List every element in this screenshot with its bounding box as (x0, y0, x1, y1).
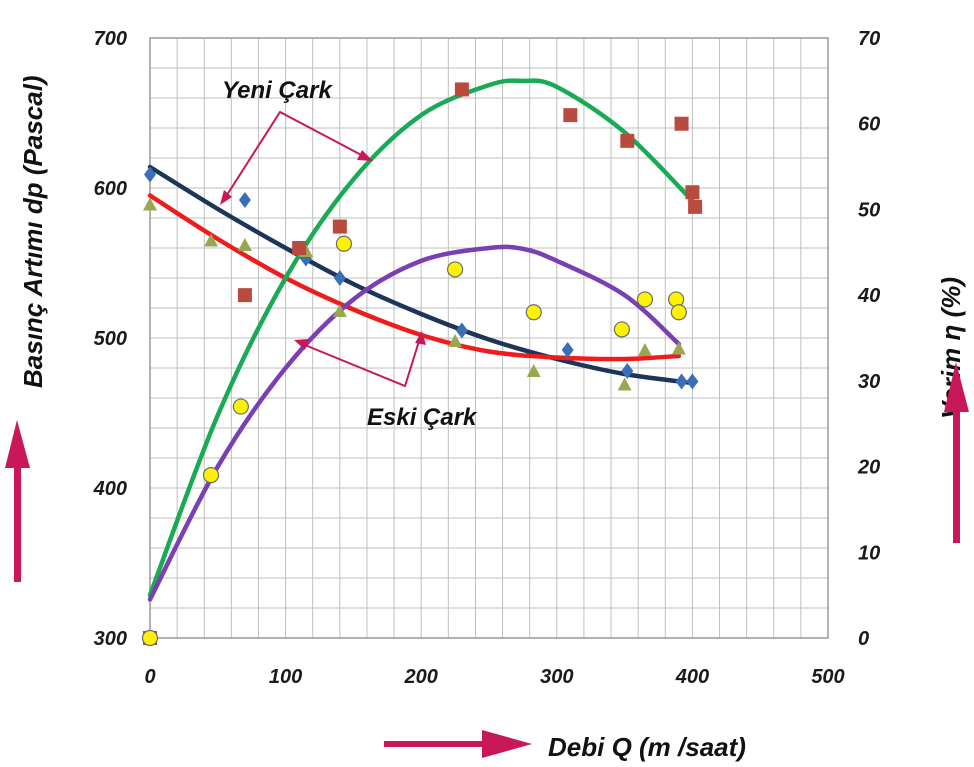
data-point-square (620, 133, 635, 148)
data-point-square (688, 199, 703, 214)
annotation-eski-cark: Eski Çark (367, 404, 478, 431)
y-right-direction-arrow-icon (944, 362, 969, 543)
y-left-tick-label: 300 (94, 628, 127, 650)
y-left-tick-label: 400 (93, 478, 127, 500)
data-point-diamond (675, 373, 688, 390)
data-point-triangle (237, 238, 252, 251)
data-point-triangle (671, 341, 686, 355)
y-left-tick-label: 600 (94, 178, 127, 200)
x-axis-title: Debi Q (m /saat) (548, 732, 746, 762)
data-point-circle (447, 261, 464, 278)
y-right-tick-label: 50 (858, 199, 880, 221)
x-tick-label: 200 (404, 666, 438, 688)
plot-frame (149, 37, 829, 639)
fitted-curve (147, 244, 682, 602)
data-point-diamond (621, 363, 634, 379)
y-right-tick-labels: 0 10 20 30 40 50 60 70 (857, 28, 880, 650)
eski-cark-arrow-path (299, 337, 421, 388)
data-point-circle (232, 398, 249, 415)
data-point-square (674, 116, 689, 131)
fitted-curve (147, 164, 695, 386)
data-point-circle (202, 467, 220, 484)
y-right-tick-label: 40 (857, 285, 880, 307)
yeni-cark-arrow-path (224, 110, 368, 199)
y-left-tick-label: 700 (94, 28, 127, 50)
data-point-triangle (332, 304, 347, 317)
data-point-triangle (637, 343, 652, 356)
x-tick-label: 100 (269, 666, 302, 688)
eski-cark-arrowhead-left (294, 339, 309, 350)
data-point-triangle (204, 233, 219, 247)
data-point-square (332, 219, 347, 234)
data-point-diamond (561, 342, 574, 358)
data-point-triangle (617, 377, 632, 391)
data-point-square (454, 82, 469, 97)
y-left-direction-arrow-icon (5, 420, 30, 582)
y-left-tick-label: 500 (94, 328, 127, 350)
data-point-circle (670, 304, 687, 321)
x-tick-labels: 0 100 200 300 400 500 (144, 666, 844, 688)
y-right-tick-label: 0 (858, 628, 869, 650)
fitted-curve (147, 193, 682, 362)
data-point-circle (525, 304, 542, 321)
x-tick-label: 400 (675, 666, 709, 688)
y-right-tick-label: 10 (858, 542, 880, 564)
data-point-diamond (144, 166, 156, 183)
y-left-tick-labels: 300 400 500 600 700 (93, 28, 127, 650)
markers (141, 82, 703, 647)
y-right-tick-label: 20 (857, 457, 880, 479)
y-right-tick-label: 30 (858, 371, 880, 393)
data-point-diamond (455, 322, 468, 339)
y-left-axis-title: Basınç Artımı dp (Pascal) (18, 75, 48, 388)
x-tick-label: 500 (811, 666, 844, 688)
yeni-cark-arrowhead-left (220, 190, 232, 205)
data-point-circle (335, 235, 353, 252)
data-point-triangle (526, 364, 541, 377)
data-point-triangle (143, 197, 157, 211)
y-right-tick-label: 70 (858, 28, 880, 50)
x-tick-label: 0 (144, 666, 155, 688)
direction-arrows (5, 362, 969, 758)
data-point-triangle (448, 334, 463, 347)
curves (147, 78, 695, 602)
y-right-tick-label: 60 (858, 114, 880, 136)
x-tick-label: 300 (540, 666, 573, 688)
x-direction-arrow-icon (384, 730, 532, 758)
annotation-yeni-cark: Yeni Çark (222, 77, 333, 104)
data-point-square (237, 288, 252, 303)
data-point-diamond (686, 373, 699, 390)
data-point-square (685, 185, 700, 200)
eski-cark-arrowhead-right (415, 331, 426, 345)
data-point-square (292, 241, 307, 255)
data-point-circle (636, 291, 654, 308)
data-point-square (563, 108, 578, 123)
data-point-diamond (238, 192, 251, 208)
fitted-curve (147, 78, 695, 598)
data-point-circle (141, 629, 159, 647)
yeni-cark-arrowhead-right (357, 150, 373, 161)
data-point-diamond (333, 270, 346, 286)
annotation-arrows (220, 110, 426, 388)
data-point-circle (613, 321, 630, 338)
